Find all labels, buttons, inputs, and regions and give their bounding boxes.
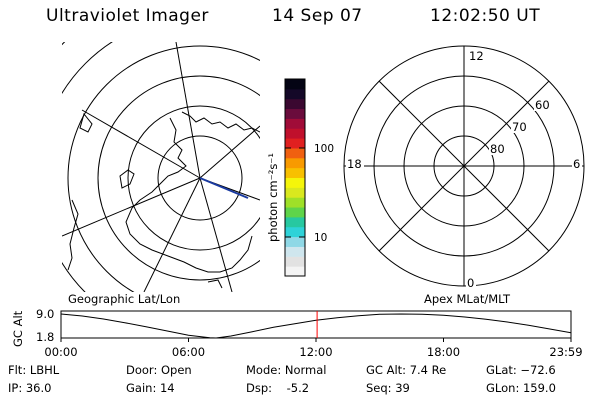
right-map-caption: Apex MLat/MLT	[424, 292, 511, 306]
color-scale-segment	[285, 88, 305, 100]
mlat-label-60: 60	[535, 98, 550, 112]
ytick-label-top: 9.0	[36, 307, 54, 321]
mlt12-bg	[468, 49, 486, 62]
color-scale-segment	[285, 246, 305, 257]
color-scale-segment	[285, 187, 305, 198]
colorbar-label-10: 10	[314, 232, 327, 244]
color-scale-segment	[285, 118, 305, 129]
xtick-label: 00:00	[44, 345, 77, 359]
filter-field: Flt: LBHL	[8, 363, 60, 377]
mlt-label-6: 6	[573, 157, 580, 171]
altitude-plot-frame	[60, 310, 572, 339]
colorbar-unit-label: photon cm⁻²s⁻¹	[266, 153, 280, 242]
mlat60-bg	[534, 98, 552, 111]
spacecraft-track	[199, 177, 249, 199]
xtick-label: 23:59	[549, 345, 582, 359]
instrument-title: Ultraviolet Imager	[46, 6, 209, 26]
ytick-label-bottom: 1.8	[36, 330, 54, 344]
door-field: Door: Open	[126, 363, 192, 377]
glon-field: GLon: 159.0	[486, 381, 556, 395]
polar-map	[343, 45, 585, 287]
color-scale-segment	[285, 108, 305, 119]
mlt18-bg	[346, 157, 364, 170]
xtick-label: 18:00	[427, 345, 460, 359]
mlt-label-0: 0	[467, 276, 474, 290]
color-scale-bar	[285, 79, 305, 277]
color-scale-segment	[285, 207, 305, 218]
color-scale-segment	[285, 138, 305, 149]
mlt0-bg	[466, 276, 476, 289]
mlt6-bg	[572, 157, 582, 170]
mlat80-bg	[489, 142, 507, 155]
color-scale-segment	[285, 216, 305, 228]
mlat-label-70: 70	[512, 120, 527, 134]
dsp-field: Dsp: -5.2	[246, 381, 310, 395]
mlt-label-18: 18	[347, 157, 362, 171]
color-scale-segment	[285, 226, 305, 238]
left-map-caption: Geographic Lat/Lon	[68, 292, 180, 306]
mlt-label-12: 12	[469, 49, 484, 63]
colorbar-label-100: 100	[314, 143, 334, 155]
color-scale-segment	[285, 167, 305, 178]
color-scale-segment	[285, 157, 305, 169]
glat-field: GLat: −72.6	[486, 363, 556, 377]
date-label: 14 Sep 07	[272, 6, 363, 26]
seq-field: Seq: 39	[366, 381, 410, 395]
ip-field: IP: 36.0	[8, 381, 52, 395]
color-scale-segment	[285, 147, 305, 159]
color-scale-segment	[285, 236, 305, 247]
color-scale-frame	[284, 78, 306, 277]
color-scale-segment	[285, 177, 305, 188]
altitude-series-line	[60, 313, 572, 339]
xtick-label: 06:00	[172, 345, 205, 359]
x-axis-ticks: 00:00 06:00 12:00 18:00 23:59	[44, 338, 583, 359]
mlat-label-80: 80	[490, 142, 505, 156]
time-label: 12:02:50 UT	[430, 6, 541, 26]
color-scale-segment	[285, 256, 305, 267]
gain-field: Gain: 14	[126, 381, 175, 395]
color-scale-segment	[285, 79, 305, 90]
color-scale-segment	[285, 98, 305, 110]
color-scale-segment	[285, 197, 305, 208]
mode-field: Mode: Normal	[246, 363, 327, 377]
color-scale-segment	[285, 266, 305, 277]
geographic-map	[62, 42, 260, 292]
xtick-label: 12:00	[299, 345, 332, 359]
y-axis-label: GC Alt	[11, 310, 25, 347]
color-scale-segment	[285, 128, 305, 139]
mlat70-bg	[511, 120, 529, 133]
gcalt-field: GC Alt: 7.4 Re	[366, 363, 447, 377]
